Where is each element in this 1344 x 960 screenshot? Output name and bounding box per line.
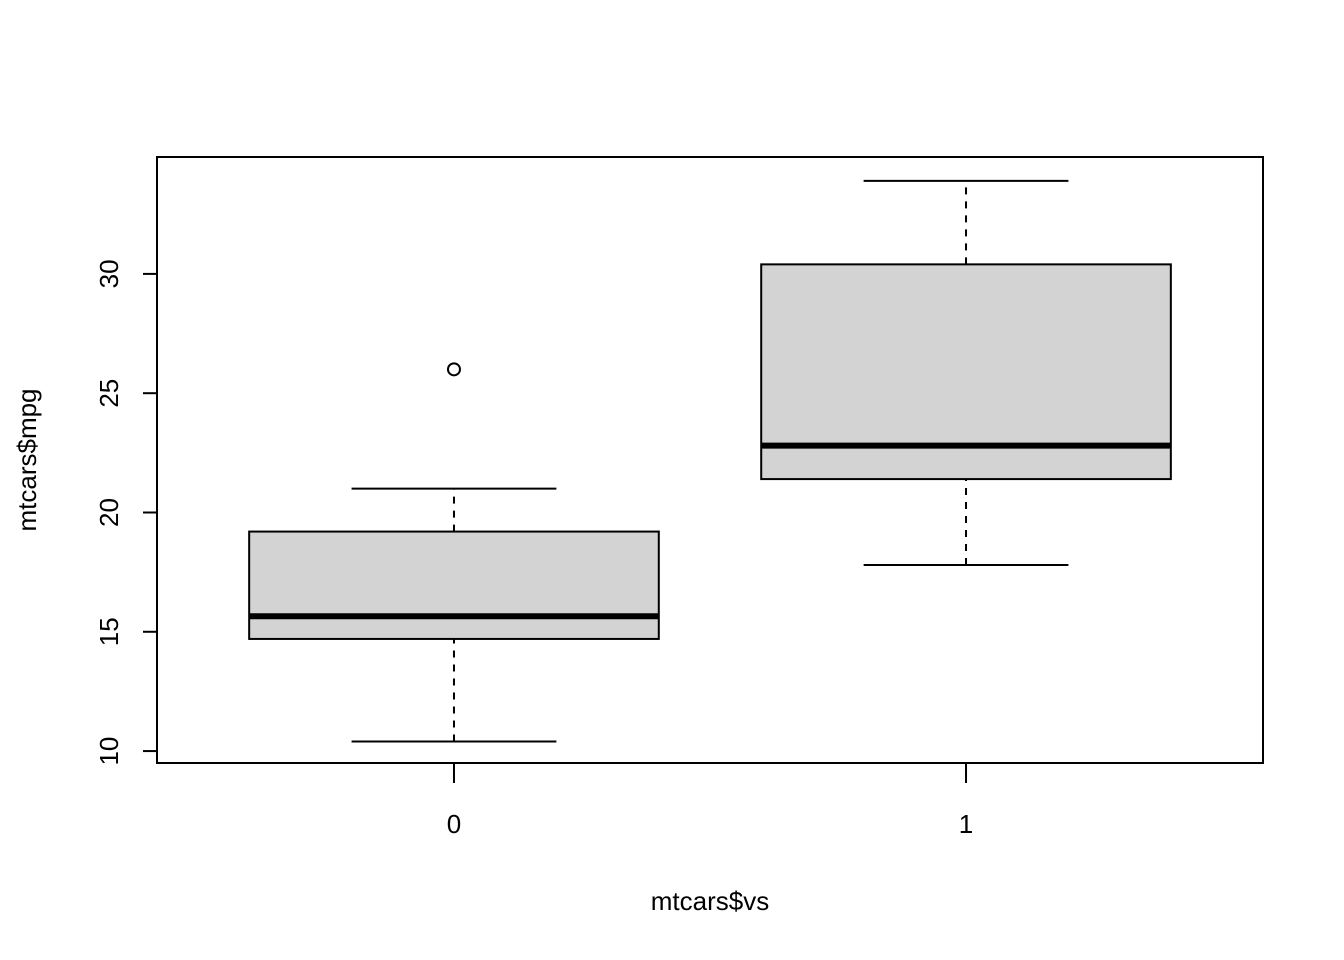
x-tick-label: 0: [447, 809, 461, 839]
x-axis-label: mtcars$vs: [651, 886, 769, 916]
y-tick-label: 15: [94, 617, 124, 646]
y-axis-label: mtcars$mpg: [12, 388, 42, 531]
box-group-1: [760, 179, 1172, 566]
y-tick-label: 10: [94, 737, 124, 766]
box-iqr: [248, 530, 660, 640]
y-tick-label: 25: [94, 379, 124, 408]
y-tick-label: 30: [94, 259, 124, 288]
box-group-0: [248, 362, 660, 743]
y-tick-label: 20: [94, 498, 124, 527]
x-tick-label: 1: [959, 809, 973, 839]
outlier-point: [446, 362, 461, 377]
y-axis: 10 15 20 25 30: [94, 259, 158, 766]
boxplot-marks: [248, 179, 1172, 743]
